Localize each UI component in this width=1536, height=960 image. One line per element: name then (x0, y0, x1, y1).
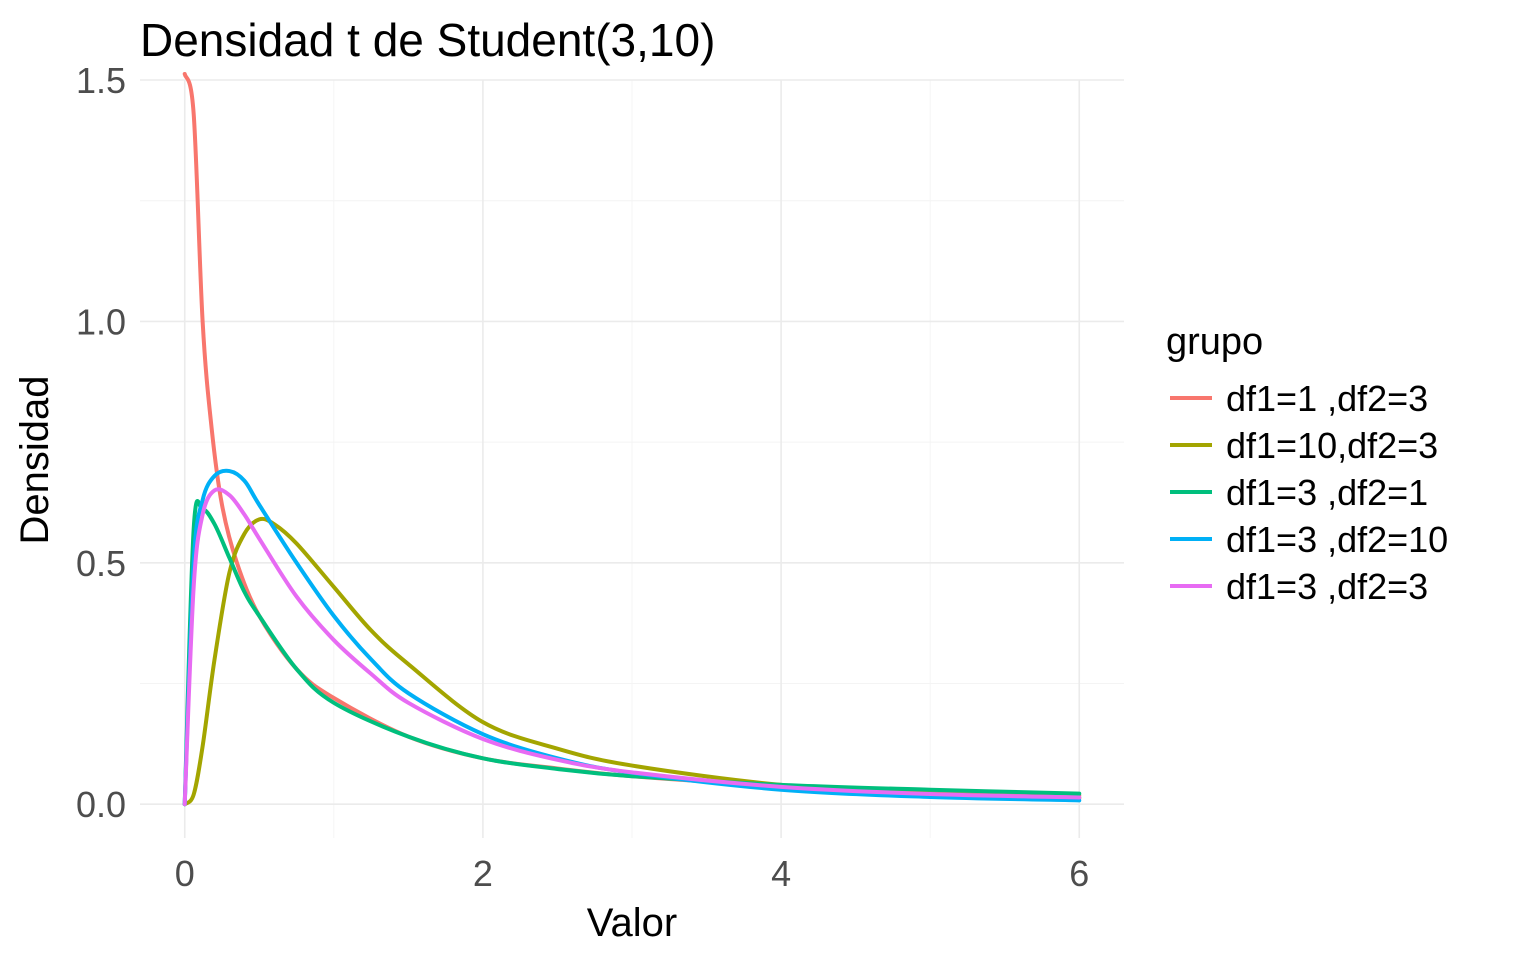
x-tick-label: 0 (175, 853, 195, 894)
y-tick-label: 1.5 (76, 60, 126, 101)
y-tick-label: 0.0 (76, 784, 126, 825)
legend-label: df1=3 ,df2=10 (1226, 519, 1448, 560)
series-line-4 (182, 468, 1082, 807)
legend-item: df1=1 ,df2=3 (1170, 378, 1428, 419)
chart-title: Densidad t de Student(3,10) (140, 14, 715, 66)
legend-item: df1=10,df2=3 (1170, 425, 1438, 466)
legend-item: df1=3 ,df2=3 (1170, 566, 1428, 607)
legend-label: df1=3 ,df2=1 (1226, 472, 1428, 513)
legend-items: df1=1 ,df2=3 df1=10,df2=3 df1=3 ,df2=1 df1=… (1170, 378, 1448, 607)
x-tick-label: 6 (1069, 853, 1089, 894)
legend-item: df1=3 ,df2=10 (1170, 519, 1448, 560)
x-tick-label: 4 (771, 853, 791, 894)
legend-title: grupo (1166, 321, 1263, 363)
x-axis-ticks: 0 2 4 6 (175, 853, 1090, 894)
y-tick-label: 1.0 (76, 301, 126, 342)
legend-item: df1=3 ,df2=1 (1170, 472, 1428, 513)
series-line-5 (182, 487, 1082, 807)
x-tick-label: 2 (473, 853, 493, 894)
grid (140, 79, 1124, 838)
legend-label: df1=10,df2=3 (1226, 425, 1438, 466)
series-lines (182, 72, 1082, 807)
legend: grupo df1=1 ,df2=3 df1=10,df2=3 df1=3 ,df2… (1166, 321, 1448, 607)
y-tick-label: 0.5 (76, 543, 126, 584)
legend-label: df1=1 ,df2=3 (1226, 378, 1428, 419)
legend-label: df1=3 ,df2=3 (1226, 566, 1428, 607)
x-axis-title: Valor (587, 901, 677, 945)
y-axis-title: Densidad (13, 375, 57, 544)
y-axis-ticks: 0.0 0.5 1.0 1.5 (76, 60, 126, 825)
